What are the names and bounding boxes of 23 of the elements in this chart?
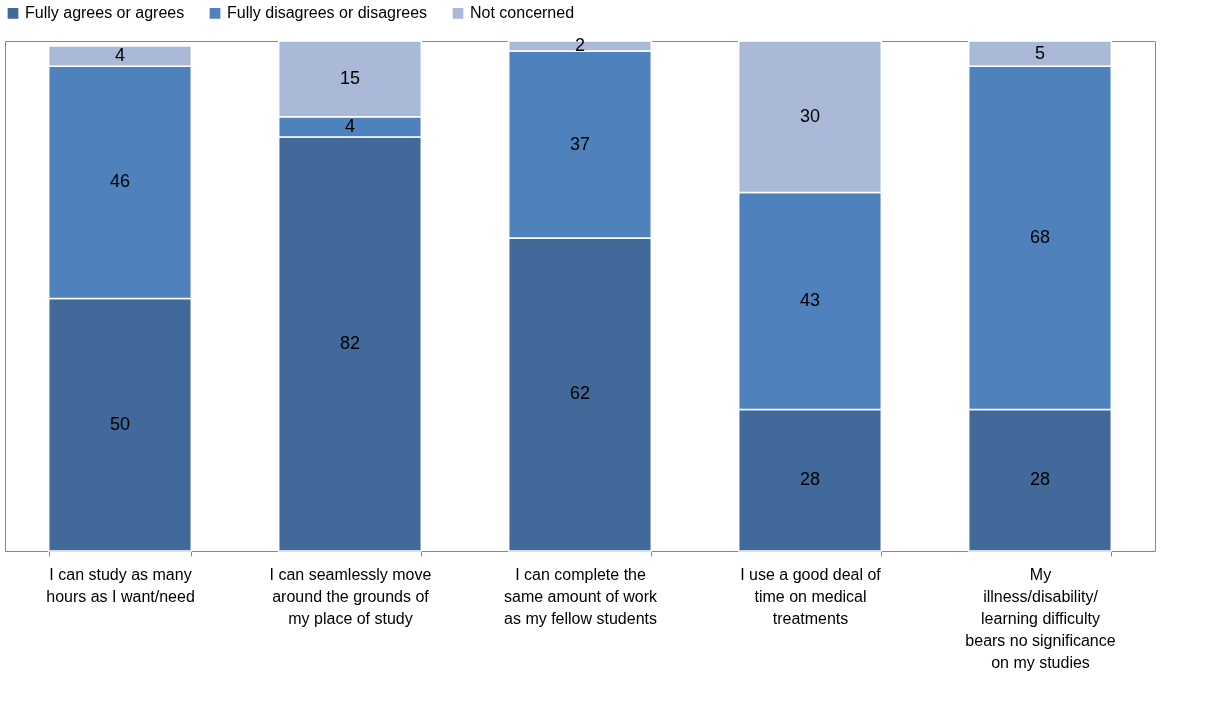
data-label: 15: [339, 67, 361, 88]
data-label: 4: [344, 115, 356, 136]
data-label: 2: [574, 35, 586, 56]
data-label: 4: [114, 45, 126, 66]
x-tick-label: I use a good deal of time on medical treatments: [740, 565, 882, 627]
data-label: 62: [569, 383, 591, 404]
x-tick-label: I can seamlessly move around the grounds of my place of study: [269, 565, 432, 627]
legend-label: Not concerned: [470, 4, 575, 22]
data-label: 37: [569, 133, 591, 154]
data-label: 68: [1029, 226, 1051, 247]
x-tick-label: I can study as many hours as I want/need: [46, 565, 195, 605]
data-label: 46: [109, 171, 131, 192]
x-tick-label: I can complete the same amount of work as my fellow students: [504, 565, 658, 627]
legend-label: Fully disagrees or disagrees: [227, 4, 428, 22]
data-label: 28: [799, 469, 821, 490]
data-label: 5: [1034, 42, 1046, 63]
data-label: 43: [799, 290, 821, 311]
data-label: 50: [109, 413, 131, 434]
data-label: 82: [339, 332, 361, 353]
data-label: 30: [799, 105, 821, 126]
legend-label: Fully agrees or agrees: [25, 4, 185, 22]
data-label: 28: [1029, 469, 1051, 490]
x-tick-label: My illness/disability/ learning difficulty bears no significance on my studies: [965, 565, 1116, 671]
